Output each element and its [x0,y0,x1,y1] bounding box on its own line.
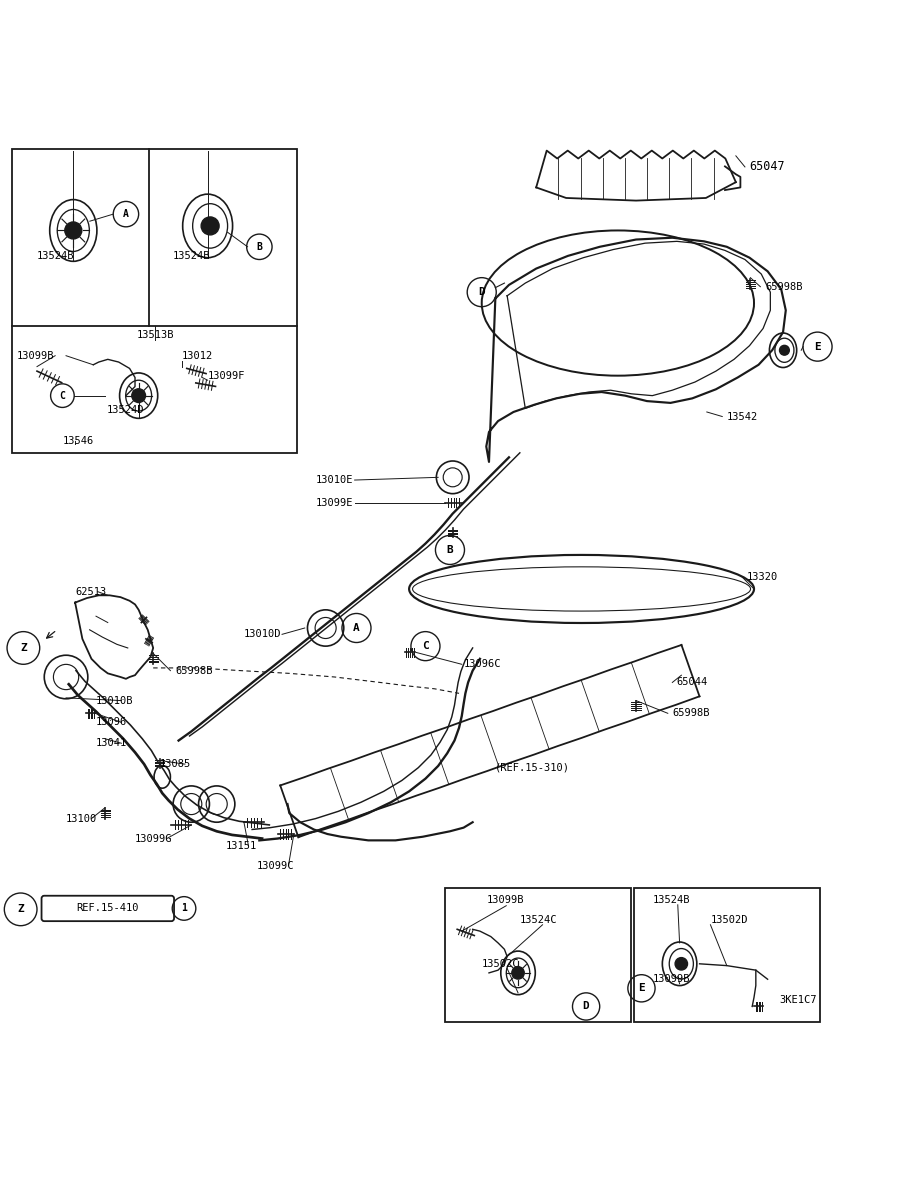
Text: 3KE1C7: 3KE1C7 [779,995,817,1005]
Text: D: D [478,287,485,297]
Circle shape [132,389,145,402]
Text: 13010D: 13010D [244,629,282,640]
Circle shape [675,958,687,970]
Text: B: B [446,545,454,556]
Text: 65998B: 65998B [764,281,803,292]
Text: D: D [583,1002,589,1011]
Text: C: C [59,391,65,401]
Text: B: B [256,242,263,252]
Text: 13099E: 13099E [315,497,353,508]
Text: 13524D: 13524D [107,405,145,415]
Text: Z: Z [20,643,26,653]
Text: 13513B: 13513B [136,330,174,339]
Text: 13099C: 13099C [256,861,295,871]
Text: 13099B: 13099B [17,350,55,361]
Text: 65998B: 65998B [673,709,710,718]
Text: 13100: 13100 [66,813,97,824]
Text: A: A [353,623,360,633]
Bar [445,888,632,1022]
Text: 13542: 13542 [727,412,758,421]
Text: 13010E: 13010E [315,475,353,485]
Text: E: E [814,342,821,351]
Text: 13096: 13096 [96,717,127,728]
Text: 13524B: 13524B [653,895,690,906]
Circle shape [780,345,789,355]
Text: 1: 1 [181,903,187,914]
Text: 13151: 13151 [225,840,257,851]
Text: 13099F: 13099F [207,370,245,381]
Text: 13010B: 13010B [96,696,134,705]
Text: 65998B: 65998B [175,666,213,675]
Text: 13099B: 13099B [653,975,690,984]
Text: 13099G: 13099G [135,833,173,844]
Text: 13502D: 13502D [711,915,748,925]
Bar [12,148,297,452]
Text: 13041: 13041 [96,738,127,748]
Bar [634,888,820,1022]
Text: 13546: 13546 [63,436,94,446]
Text: A: A [123,209,129,220]
Text: REF.15-410: REF.15-410 [76,903,139,914]
Text: 62513: 62513 [75,586,106,597]
Text: 65044: 65044 [677,678,708,687]
Text: 13012: 13012 [182,350,214,361]
Text: C: C [422,641,429,652]
Circle shape [512,966,524,979]
Circle shape [201,217,219,235]
Text: 13096C: 13096C [464,659,501,669]
Text: 13099B: 13099B [486,895,524,906]
Text: 65047: 65047 [750,160,785,173]
Text: 13502C: 13502C [482,959,519,969]
Text: 13085: 13085 [159,760,191,769]
Text: 13320: 13320 [747,572,778,582]
Text: (REF.15-310): (REF.15-310) [495,763,570,773]
Text: 13524B: 13524B [36,250,74,261]
Text: Z: Z [17,904,24,914]
Text: E: E [638,983,644,994]
Circle shape [65,222,82,239]
Text: 13524C: 13524C [520,915,557,925]
Text: 13524B: 13524B [173,250,210,261]
